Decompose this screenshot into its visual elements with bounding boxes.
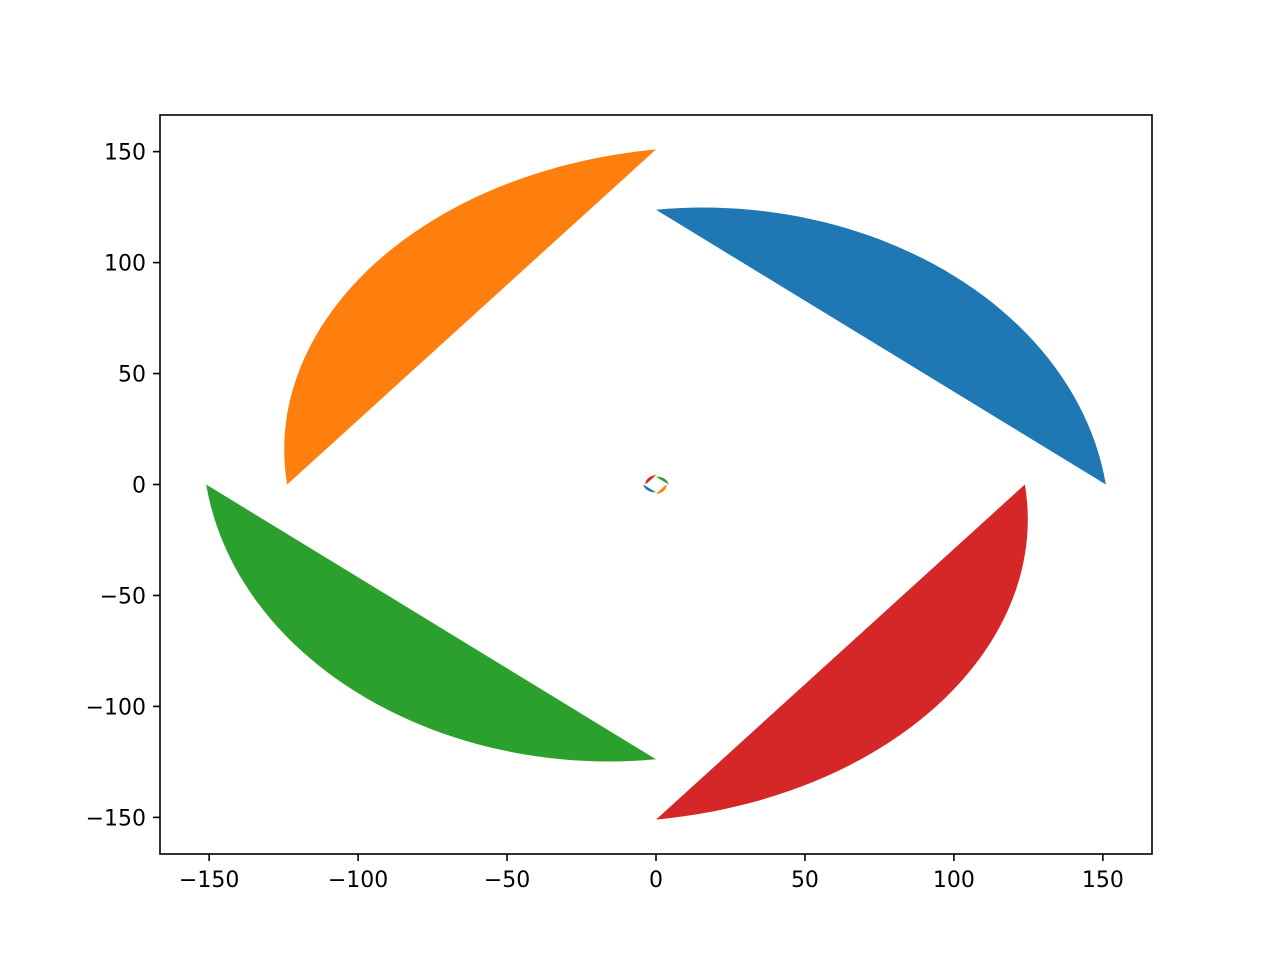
x-tick-label: 100 [933, 868, 975, 893]
spiral-arm-1 [351, 207, 1106, 671]
x-axis: −150 −100 −50 0 50 100 150 [179, 854, 1124, 893]
x-tick-label: 150 [1082, 868, 1124, 893]
y-axis: −150 −100 −50 0 50 100 150 [86, 141, 160, 831]
y-tick-label: −150 [86, 806, 146, 831]
x-tick-label: 50 [791, 868, 819, 893]
y-tick-label: 150 [104, 141, 146, 166]
y-tick-label: 0 [132, 474, 146, 499]
y-tick-label: 50 [118, 363, 146, 388]
spiral-arm-4 [406, 257, 1028, 820]
x-tick-label: −150 [179, 868, 239, 893]
y-tick-label: 100 [104, 252, 146, 277]
spiral-arm-2 [284, 149, 906, 712]
plot-area [206, 149, 1106, 820]
x-tick-label: −50 [484, 868, 530, 893]
y-tick-label: −100 [86, 695, 146, 720]
x-tick-label: −100 [328, 868, 388, 893]
y-tick-label: −50 [100, 584, 146, 609]
spiral-arm-3 [206, 298, 961, 762]
x-tick-label: 0 [649, 868, 663, 893]
